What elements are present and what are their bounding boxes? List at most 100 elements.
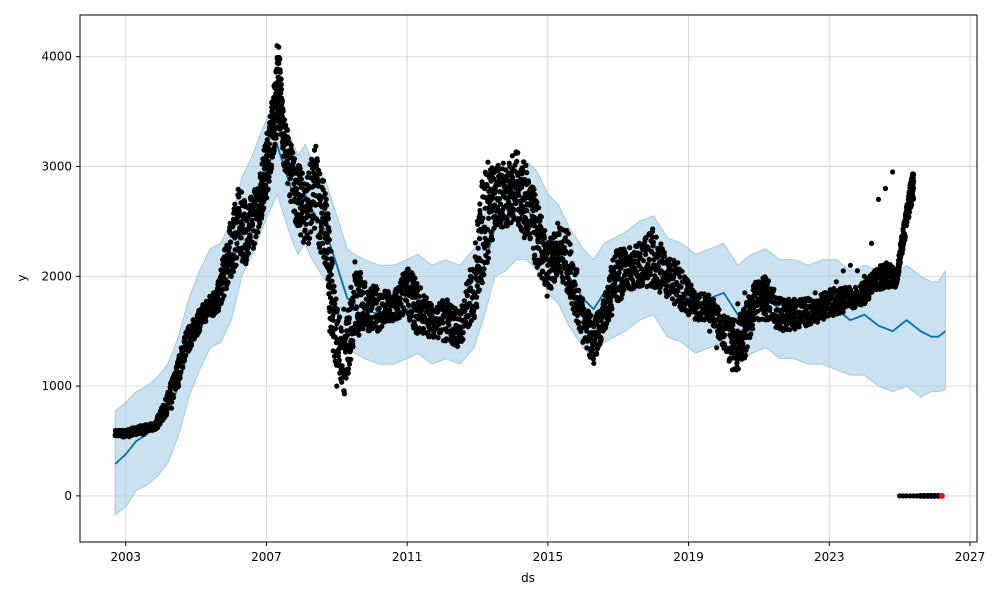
observed-point: [493, 222, 499, 228]
observed-point: [337, 314, 343, 320]
observed-point: [328, 272, 334, 278]
observed-point: [744, 344, 750, 350]
observed-point: [338, 328, 345, 334]
observed-point: [336, 357, 342, 363]
observed-point: [315, 179, 321, 185]
observed-point: [572, 282, 578, 288]
observed-point: [661, 250, 668, 256]
observed-point: [268, 162, 275, 168]
observed-point: [754, 308, 761, 314]
observed-point: [474, 218, 481, 224]
observed-point: [622, 250, 629, 256]
observed-point: [295, 191, 301, 197]
observed-point: [791, 306, 797, 312]
observed-point: [326, 228, 332, 234]
observed-point: [299, 170, 305, 176]
observed-point: [325, 211, 331, 217]
x-tick-label: 2015: [533, 550, 564, 564]
observed-point: [225, 262, 231, 268]
observed-point: [246, 240, 252, 246]
observed-point: [294, 186, 300, 192]
observed-point: [360, 290, 367, 296]
observed-point: [890, 169, 896, 175]
observed-point: [589, 346, 596, 352]
observed-point: [161, 414, 167, 420]
observed-point: [278, 81, 284, 88]
observed-point: [643, 268, 649, 274]
observed-point: [341, 306, 347, 312]
observed-point: [313, 143, 319, 149]
observed-point: [588, 312, 594, 318]
observed-point: [299, 218, 305, 224]
observed-point: [911, 171, 917, 177]
observed-point: [421, 326, 427, 332]
observed-point: [688, 282, 694, 288]
observed-point: [750, 326, 756, 332]
observed-point: [707, 328, 713, 334]
observed-point: [404, 277, 410, 284]
observed-point: [636, 240, 642, 246]
observed-point: [203, 318, 209, 324]
observed-point: [580, 296, 586, 302]
observed-point: [496, 196, 503, 202]
observed-point: [669, 267, 675, 273]
observed-point: [544, 293, 550, 299]
observed-point: [647, 272, 653, 278]
observed-point: [574, 312, 581, 318]
observed-point: [326, 291, 332, 297]
observed-point: [418, 312, 424, 318]
observed-point: [486, 215, 492, 221]
observed-point: [330, 317, 336, 323]
observed-point: [749, 295, 755, 301]
observed-point: [716, 307, 722, 313]
observed-point: [664, 290, 671, 296]
observed-point: [777, 317, 783, 323]
observed-point: [557, 265, 563, 271]
observed-point: [805, 295, 811, 301]
observed-point: [534, 199, 540, 205]
observed-point: [735, 301, 741, 307]
observed-point: [840, 309, 846, 315]
observed-point: [182, 345, 189, 351]
observed-point: [376, 295, 382, 301]
observed-point: [548, 285, 554, 291]
observed-point: [742, 352, 749, 359]
observed-point: [657, 289, 663, 295]
observed-point: [339, 363, 345, 369]
observed-point: [594, 312, 600, 318]
observed-point: [561, 244, 568, 250]
observed-point: [119, 430, 125, 436]
observed-point: [756, 301, 762, 307]
observed-point: [464, 292, 470, 299]
observed-point: [247, 234, 253, 240]
observed-point: [812, 290, 818, 296]
observed-point: [376, 305, 382, 312]
x-tick-label: 2003: [110, 550, 141, 564]
observed-point: [538, 257, 544, 263]
observed-point: [767, 305, 773, 311]
observed-point: [663, 283, 670, 289]
observed-point: [260, 185, 266, 192]
observed-point: [902, 233, 908, 239]
observed-point: [667, 256, 673, 262]
observed-point: [432, 323, 438, 329]
observed-point: [321, 178, 327, 184]
observed-point: [298, 232, 304, 238]
observed-point: [584, 328, 590, 334]
observed-point: [314, 158, 320, 164]
observed-point: [298, 176, 304, 182]
observed-point: [655, 264, 661, 270]
observed-point: [412, 294, 418, 300]
observed-point: [507, 178, 513, 184]
observed-point: [126, 434, 132, 440]
observed-point: [730, 322, 736, 328]
observed-point: [409, 309, 415, 315]
observed-point: [355, 312, 361, 318]
observed-point: [322, 191, 328, 197]
observed-point: [343, 375, 349, 381]
observed-point: [255, 229, 261, 235]
observed-point: [320, 187, 326, 193]
observed-point: [629, 251, 635, 257]
observed-point: [362, 283, 368, 289]
observed-point: [267, 131, 273, 137]
